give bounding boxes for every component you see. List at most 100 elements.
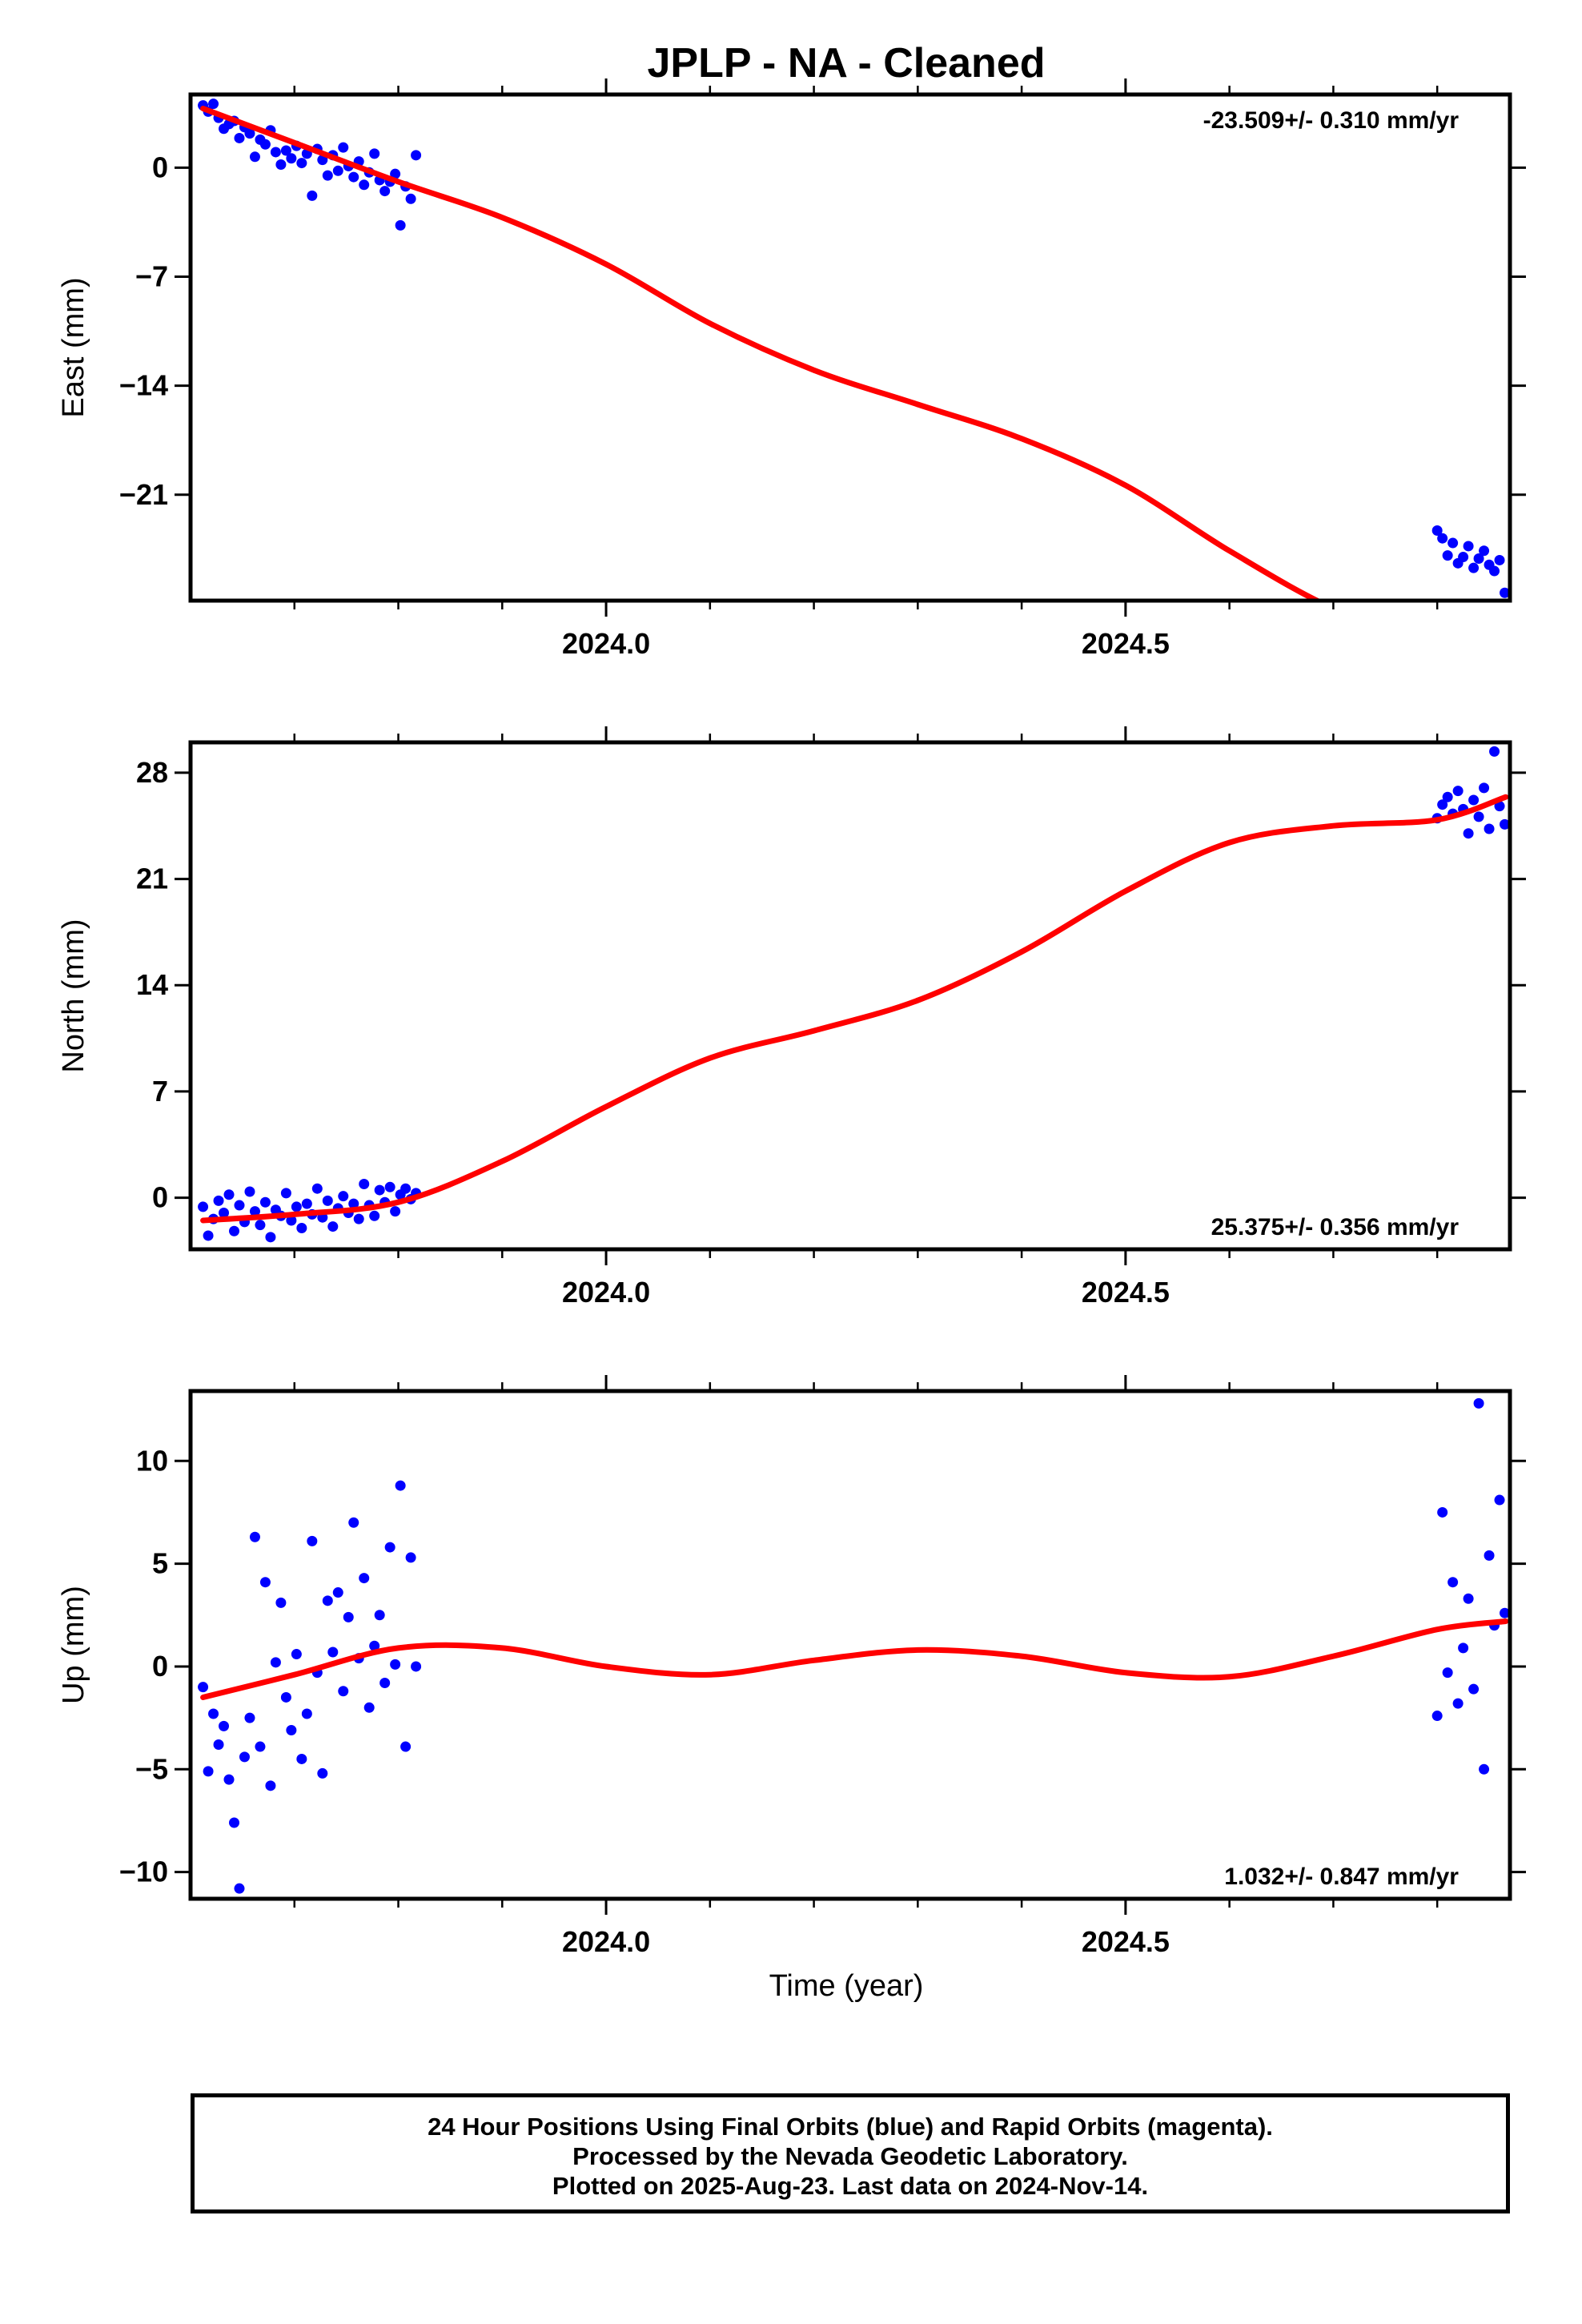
- north-data-point: [369, 1210, 380, 1221]
- up-data-point: [265, 1780, 276, 1791]
- up-y-axis-label: Up (mm): [57, 1586, 90, 1704]
- up-data-point: [400, 1741, 412, 1752]
- north-data-point: [353, 1213, 364, 1224]
- up-data-point: [343, 1611, 354, 1622]
- east-data-point: [1442, 550, 1453, 561]
- east-data-point: [275, 159, 287, 171]
- north-data-point: [265, 1232, 276, 1243]
- north-data-point: [384, 1181, 396, 1192]
- north-data-point: [229, 1225, 240, 1236]
- up-data-point: [369, 1640, 380, 1651]
- north-data-point: [286, 1215, 297, 1226]
- up-data-point: [379, 1677, 391, 1688]
- up-data-point: [1452, 1698, 1464, 1709]
- north-data-point: [291, 1201, 302, 1212]
- up-data-point: [291, 1649, 302, 1660]
- north-data-point: [1463, 828, 1474, 839]
- east-velocity-text: -23.509+/- 0.310 mm/yr: [1203, 107, 1460, 134]
- up-data-point: [249, 1531, 260, 1542]
- up-plot-frame: [188, 1389, 1512, 1901]
- north-data-point: [301, 1198, 312, 1209]
- east-data-point: [286, 153, 297, 164]
- north-data-point: [234, 1200, 245, 1211]
- east-data-point: [405, 193, 416, 204]
- up-data-point: [223, 1774, 235, 1785]
- north-fit-curve: [200, 794, 1509, 1224]
- east-data-point: [244, 128, 255, 139]
- east-data-point: [1463, 541, 1474, 552]
- north-data-point: [223, 1189, 235, 1200]
- up-data-point: [1479, 1763, 1490, 1775]
- north-data-point: [203, 1230, 214, 1241]
- north-data-point: [374, 1184, 385, 1196]
- north-data-point: [1442, 791, 1453, 802]
- east-data-point: [1431, 525, 1443, 536]
- up-velocity-text: 1.032+/- 0.847 mm/yr: [1224, 1864, 1459, 1890]
- east-data-point: [348, 171, 359, 183]
- north-data-point: [249, 1206, 260, 1217]
- up-data-point: [374, 1610, 385, 1621]
- up-data-point: [332, 1587, 343, 1598]
- north-data-point: [1500, 818, 1510, 830]
- east-data-point: [322, 170, 333, 181]
- up-data-point: [244, 1712, 255, 1723]
- north-x-tick-label: 2024.0: [562, 1276, 650, 1309]
- east-data-point: [359, 179, 370, 191]
- up-data-point: [203, 1766, 214, 1777]
- north-data-point: [255, 1220, 266, 1231]
- north-data-point: [1452, 786, 1464, 797]
- north-y-axis-label: North (mm): [57, 919, 90, 1072]
- up-data-point: [255, 1741, 266, 1752]
- east-data-point: [395, 219, 406, 231]
- up-data-point: [275, 1597, 287, 1608]
- footer-line-3: Plotted on 2025-Aug-23. Last data on 202…: [552, 2172, 1149, 2200]
- east-data-point: [369, 148, 380, 159]
- north-data-point: [1473, 811, 1484, 822]
- up-data-point: [1437, 1506, 1448, 1518]
- north-data-point: [1479, 782, 1490, 794]
- north-data-point: [322, 1195, 333, 1206]
- east-data-point: [338, 142, 349, 153]
- north-data-point: [1437, 799, 1448, 810]
- up-fit-curve: [200, 1618, 1509, 1700]
- east-data-point: [1437, 533, 1448, 544]
- north-x-tick-label: 2024.5: [1082, 1276, 1170, 1309]
- up-data-point: [390, 1659, 401, 1670]
- east-data-point: [1468, 562, 1480, 573]
- east-data-point: [234, 132, 245, 143]
- footer-line-1: 24 Hour Positions Using Final Orbits (bl…: [428, 2113, 1273, 2141]
- up-data-point: [338, 1686, 349, 1697]
- north-data-point: [359, 1179, 370, 1190]
- east-data-point: [1473, 553, 1484, 564]
- north-y-tick-label: 7: [152, 1075, 168, 1108]
- up-data-point: [280, 1691, 291, 1703]
- north-data-point: [259, 1196, 271, 1208]
- up-data-point: [1468, 1683, 1480, 1695]
- north-data-point: [390, 1206, 401, 1217]
- east-panel: 2024.0 2024.5 0 −7 −14 −21 East (mm) -23.509+/-…: [57, 78, 1526, 660]
- up-y-tick-label: −10: [119, 1856, 168, 1888]
- north-data-point: [338, 1191, 349, 1202]
- up-y-tick-label: 0: [152, 1650, 168, 1683]
- east-data-point: [1500, 587, 1510, 598]
- east-data-point: [1479, 545, 1490, 557]
- east-data-point: [1447, 537, 1459, 549]
- east-x-tick-label: 2024.0: [562, 627, 650, 660]
- up-data-point: [317, 1767, 328, 1779]
- up-data-point: [384, 1542, 396, 1553]
- east-y-tick-label: −14: [119, 369, 168, 402]
- north-data-point: [244, 1186, 255, 1197]
- footer-line-2: Processed by the Nevada Geodetic Laborat…: [572, 2142, 1128, 2170]
- up-data-point: [296, 1753, 307, 1764]
- east-x-tick-label: 2024.5: [1082, 627, 1170, 660]
- up-data-point: [1473, 1397, 1484, 1409]
- east-data-point: [390, 168, 401, 179]
- east-data-point: [296, 158, 307, 169]
- up-data-point: [270, 1657, 281, 1668]
- east-y-tick-label: −21: [119, 478, 168, 511]
- north-y-tick-label: 0: [152, 1181, 168, 1214]
- north-data-point: [311, 1183, 323, 1194]
- figure-title: JPLP - NA - Cleaned: [648, 40, 1046, 86]
- east-data-point: [270, 147, 281, 158]
